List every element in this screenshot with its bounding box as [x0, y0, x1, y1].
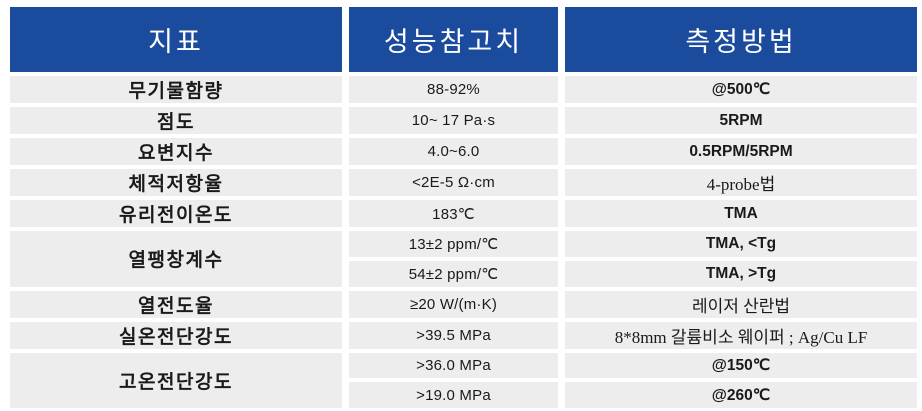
cell-indicator: 실온전단강도: [10, 321, 342, 349]
header-cell-reference: 성능참고치: [349, 7, 558, 72]
cell-value: 183℃: [349, 200, 558, 227]
cell-value: 10~ 17 Pa·s: [349, 107, 558, 134]
cell-method: 4-probe법: [565, 169, 917, 196]
cell-method: 레이저 산란법: [565, 290, 917, 318]
cell-method: 8*8mm 갈륨비소 웨이퍼 ; Ag/Cu LF: [565, 321, 917, 349]
cell-method: TMA, >Tg: [565, 260, 917, 287]
cell-value: <2E-5 Ω·cm: [349, 169, 558, 196]
spec-table: 지표 성능참고치 측정방법 무기물함량 88-92% @500℃ 점도 10~ …: [10, 7, 917, 408]
cell-value: ≥20 W/(m·K): [349, 290, 558, 318]
cell-value: >19.0 MPa: [349, 382, 558, 408]
cell-indicator: 체적저항율: [10, 169, 342, 196]
cell-method: @150℃: [565, 352, 917, 379]
cell-method: @500℃: [565, 76, 917, 103]
cell-value: 4.0~6.0: [349, 138, 558, 165]
cell-indicator: 무기물함량: [10, 76, 342, 103]
cell-method: TMA: [565, 200, 917, 227]
cell-method: @260℃: [565, 382, 917, 408]
cell-value: 13±2 ppm/℃: [349, 231, 558, 257]
cell-value: >36.0 MPa: [349, 352, 558, 379]
cell-indicator: 유리전이온도: [10, 200, 342, 227]
cell-indicator: 점도: [10, 107, 342, 134]
cell-indicator: 요변지수: [10, 138, 342, 165]
cell-indicator: 열팽창계수: [10, 231, 342, 287]
cell-method: TMA, <Tg: [565, 231, 917, 257]
cell-value: >39.5 MPa: [349, 321, 558, 349]
cell-value: 88-92%: [349, 76, 558, 103]
header-cell-indicator: 지표: [10, 7, 342, 72]
cell-method: 0.5RPM/5RPM: [565, 138, 917, 165]
header-cell-method: 측정방법: [565, 7, 917, 72]
cell-indicator: 고온전단강도: [10, 352, 342, 408]
cell-value: 54±2 ppm/℃: [349, 260, 558, 287]
cell-method: 5RPM: [565, 107, 917, 134]
cell-indicator: 열전도율: [10, 290, 342, 318]
